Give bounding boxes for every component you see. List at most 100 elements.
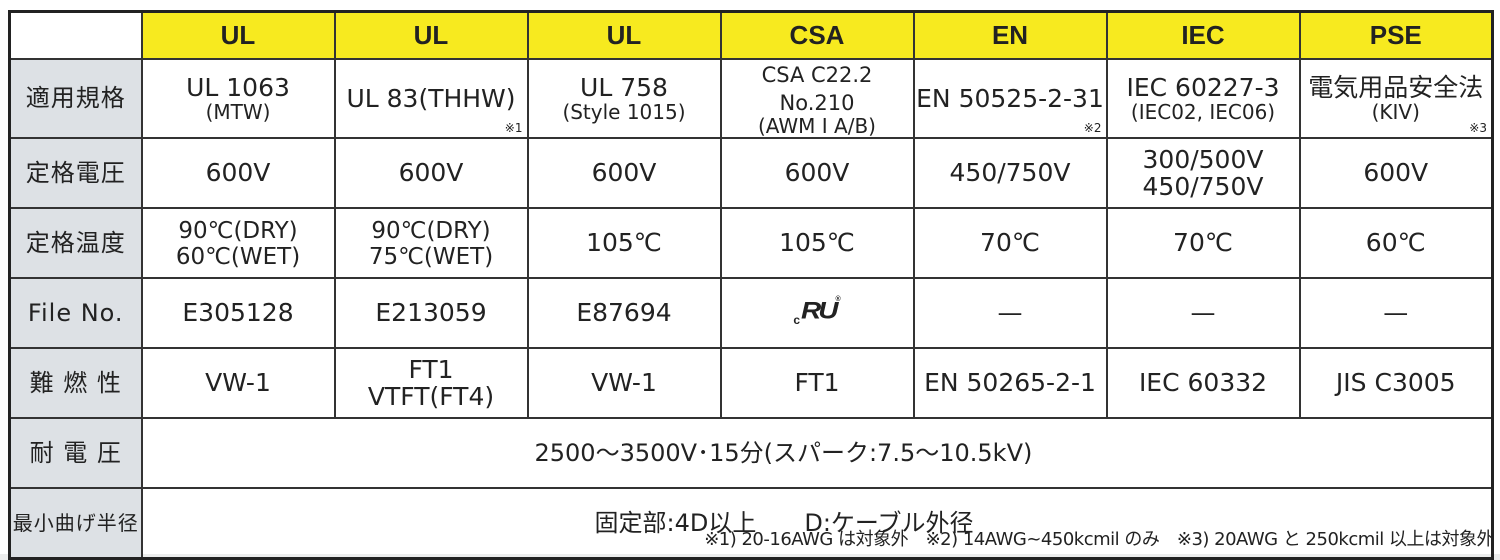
table-cell: EN 50525-2-31 ※2 xyxy=(912,58,1108,139)
table-cell: 600V xyxy=(526,137,722,209)
table-cell: IEC 60332 xyxy=(1105,347,1301,419)
cell-main: E213059 xyxy=(375,298,487,328)
table-cell: E305128 xyxy=(140,277,336,349)
cell-main: IEC 60332 xyxy=(1138,368,1268,398)
table-cell: JIS C3005 xyxy=(1298,347,1494,419)
cell-main: 600V xyxy=(205,158,271,188)
table-cell: 600V xyxy=(719,137,915,209)
row-label: 定格電圧 xyxy=(8,137,143,209)
cell-main: 300/500V xyxy=(1142,144,1264,174)
cell-main: E305128 xyxy=(182,298,294,328)
cell-main: 450/750V xyxy=(949,158,1071,188)
cell-main: 600V xyxy=(1363,158,1429,188)
bend-radius-value: 固定部:4D以上 D:ケーブル外径 xyxy=(140,487,1494,560)
table-row: 定格電圧 600V 600V 600V 600V 450/750V 300/500V 450/… xyxy=(8,137,1494,209)
cell-main: 105℃ xyxy=(586,228,662,258)
table-cell: UL 1063 (MTW) xyxy=(140,58,336,139)
table-cell: VW-1 xyxy=(526,347,722,419)
column-header: CSA xyxy=(719,10,915,60)
table-cell: UL 758 (Style 1015) xyxy=(526,58,722,139)
column-header: UL xyxy=(140,10,336,60)
table-cell: — xyxy=(1298,277,1494,349)
column-header: PSE xyxy=(1298,10,1494,60)
cell-main: 60℃ xyxy=(1365,228,1426,258)
cell-sub: 450/750V xyxy=(1142,172,1264,201)
table-cell: 450/750V xyxy=(912,137,1108,209)
table-row: 適用規格 UL 1063 (MTW) UL 83(THHW) ※1 UL 758 (Styl… xyxy=(8,58,1494,139)
cell-main: — xyxy=(997,298,1023,328)
cell-sub: (KIV) xyxy=(1371,100,1420,125)
cell-main: UL 1063 xyxy=(186,72,290,102)
table-cell: 105℃ xyxy=(719,207,915,279)
cell-main: 70℃ xyxy=(980,228,1040,258)
cell-main: JIS C3005 xyxy=(1335,368,1456,398)
table-cell: 70℃ xyxy=(912,207,1108,279)
table-cell: 90℃(DRY) 75℃(WET) xyxy=(333,207,529,279)
row-label: 最小曲げ半径 xyxy=(8,487,143,560)
cell-main: 600V xyxy=(784,158,850,188)
cru-recognized-logo: c RU ® xyxy=(793,296,841,328)
table-row-bend-radius: 最小曲げ半径 固定部:4D以上 D:ケーブル外径 xyxy=(8,487,1494,560)
corner-cell xyxy=(8,10,143,60)
table-cell: — xyxy=(1105,277,1301,349)
table-cell: c RU ® xyxy=(719,277,915,349)
table-cell: 60℃ xyxy=(1298,207,1494,279)
cell-main: IEC 60227-3 xyxy=(1126,72,1280,102)
cell-main: FT1 xyxy=(408,354,454,384)
withstand-value: 2500～3500V･15分(スパーク:7.5～10.5kV) xyxy=(140,417,1494,489)
table-cell: 300/500V 450/750V xyxy=(1105,137,1301,209)
table-row: File No. E305128 E213059 E87694 c RU ® — — — xyxy=(8,277,1494,349)
cell-main: 105℃ xyxy=(779,228,855,258)
table-cell: VW-1 xyxy=(140,347,336,419)
table-cell: E87694 xyxy=(526,277,722,349)
cell-main: EN 50525-2-31 xyxy=(916,83,1104,113)
table-cell: 600V xyxy=(140,137,336,209)
cell-main: VW-1 xyxy=(205,368,271,398)
cell-sub: (Style 1015) xyxy=(562,100,686,125)
cell-main: 600V xyxy=(591,158,657,188)
cell-main: 600V xyxy=(398,158,464,188)
table-cell: 70℃ xyxy=(1105,207,1301,279)
column-header: UL xyxy=(333,10,529,60)
table-cell: EN 50265-2-1 xyxy=(912,347,1108,419)
cell-sub: (IEC02, IEC06) xyxy=(1130,100,1276,125)
row-label: 適用規格 xyxy=(8,58,143,139)
cell-main: FT1 xyxy=(794,368,840,398)
table-row-withstand: 耐 電 圧 2500～3500V･15分(スパーク:7.5～10.5kV) xyxy=(8,417,1494,489)
cell-main: CSA C22.2 No.210 xyxy=(761,63,873,115)
table-cell: UL 83(THHW) ※1 xyxy=(333,58,529,139)
cell-sub: 60℃(WET) xyxy=(175,243,301,270)
cell-sub: (AWM I A/B) xyxy=(758,114,876,138)
table-cell: IEC 60227-3 (IEC02, IEC06) xyxy=(1105,58,1301,139)
column-header: UL xyxy=(526,10,722,60)
footnote-marker: ※3 xyxy=(1469,120,1487,135)
footnote-marker: ※2 xyxy=(1083,120,1102,135)
table-cell: 電気用品安全法 (KIV) ※3 xyxy=(1298,58,1494,139)
cable-standards-table: UL UL UL CSA EN IEC PSE 適用規格 UL 1063 (MTW) UL 83(… xyxy=(8,10,1494,560)
cell-main: — xyxy=(1190,298,1216,328)
cell-main: 90℃(DRY) xyxy=(371,218,491,245)
cell-main: E87694 xyxy=(576,298,672,328)
footnote: ※1) 20-16AWG は対象外 ※2) 14AWG~450kcmil のみ … xyxy=(704,529,1494,550)
cell-main: VW-1 xyxy=(591,368,657,398)
cell-main: 90℃(DRY) xyxy=(178,218,298,245)
column-header: IEC xyxy=(1105,10,1301,60)
cell-main: — xyxy=(1383,298,1409,328)
table-cell: 600V xyxy=(333,137,529,209)
table-cell: FT1 VTFT(FT4) xyxy=(333,347,529,419)
row-label: 定格温度 xyxy=(8,207,143,279)
cell-main: 70℃ xyxy=(1173,228,1233,258)
table-cell: 90℃(DRY) 60℃(WET) xyxy=(140,207,336,279)
table-cell: — xyxy=(912,277,1108,349)
footnote-marker: ※1 xyxy=(504,120,523,135)
table-cell: FT1 xyxy=(719,347,915,419)
cell-sub: (MTW) xyxy=(205,100,271,125)
table-row: 難 燃 性 VW-1 FT1 VTFT(FT4) VW-1 FT1 EN 50265-2-1… xyxy=(8,347,1494,419)
table-row: 定格温度 90℃(DRY) 60℃(WET) 90℃(DRY) 75℃(WET) 105℃… xyxy=(8,207,1494,279)
table-cell: E213059 xyxy=(333,277,529,349)
cell-sub: 75℃(WET) xyxy=(368,243,494,270)
column-header: EN xyxy=(912,10,1108,60)
cell-sub: VTFT(FT4) xyxy=(367,382,495,411)
cell-main: UL 83(THHW) xyxy=(346,83,516,113)
